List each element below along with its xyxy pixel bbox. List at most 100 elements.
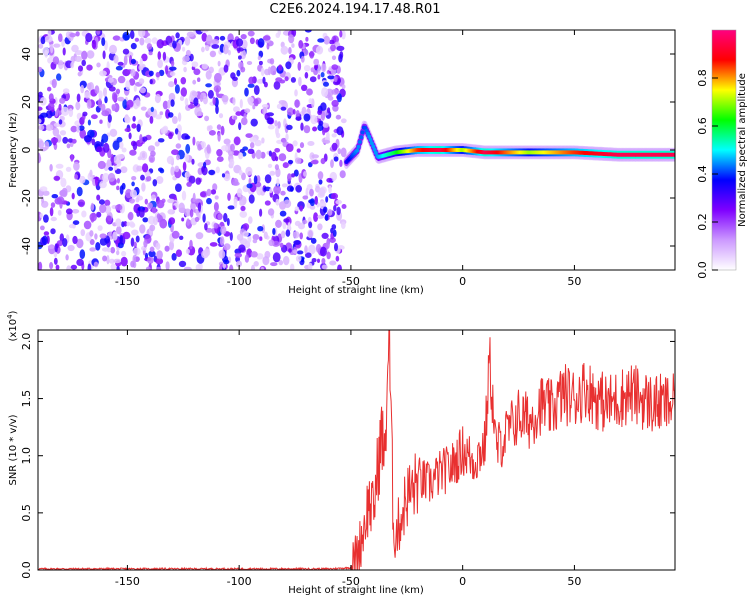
noise-cell <box>117 242 124 249</box>
noise-cell <box>177 130 182 141</box>
noise-cell <box>167 112 174 118</box>
noise-cell <box>54 97 58 106</box>
noise-cell <box>223 259 230 265</box>
noise-cell <box>266 43 270 50</box>
noise-cell <box>101 133 109 143</box>
noise-cell <box>304 72 309 79</box>
noise-cell <box>232 76 238 82</box>
noise-cell <box>154 93 161 104</box>
noise-cell <box>44 141 50 150</box>
noise-cell <box>61 187 68 198</box>
noise-cell <box>131 181 135 187</box>
noise-cell <box>269 58 275 65</box>
noise-cell <box>317 214 324 219</box>
noise-cell <box>67 138 74 143</box>
noise-cell <box>303 171 307 177</box>
ridge-core <box>365 131 370 136</box>
x-tick-label: -100 <box>227 275 252 288</box>
noise-cell <box>248 194 255 204</box>
heatmap-cells <box>38 30 675 270</box>
noise-cell <box>279 242 284 248</box>
noise-cell <box>266 117 274 125</box>
noise-cell <box>184 36 191 46</box>
noise-cell <box>248 177 252 185</box>
noise-cell <box>278 260 284 266</box>
noise-cell <box>246 61 253 65</box>
noise-cell <box>171 230 180 239</box>
noise-cell <box>227 205 235 210</box>
noise-cell <box>200 141 206 149</box>
noise-cell <box>58 59 64 70</box>
noise-cell <box>133 85 137 92</box>
y-tick-label: 0.0 <box>20 561 33 579</box>
noise-cell <box>87 119 91 126</box>
x-tick-label: 50 <box>567 575 581 588</box>
noise-cell <box>167 209 173 215</box>
noise-cell <box>260 266 265 270</box>
noise-cell <box>130 237 135 247</box>
noise-cell <box>81 210 87 218</box>
noise-cell <box>68 224 76 229</box>
noise-cell <box>84 91 91 99</box>
noise-cell <box>247 30 255 37</box>
noise-cell <box>122 99 128 109</box>
noise-cell <box>194 216 200 222</box>
x-tick-label: -150 <box>115 575 140 588</box>
noise-cell <box>253 175 258 185</box>
noise-cell <box>221 145 229 152</box>
noise-cell <box>116 136 123 143</box>
noise-cell <box>295 157 302 164</box>
noise-cell <box>76 238 84 249</box>
noise-cell <box>50 228 56 235</box>
noise-cell <box>275 167 281 178</box>
noise-cell <box>39 97 47 106</box>
noise-cell <box>305 187 309 198</box>
noise-cell <box>100 103 106 112</box>
noise-cell <box>333 75 338 83</box>
noise-cell <box>115 204 123 211</box>
noise-cell <box>201 250 209 259</box>
noise-cell <box>184 152 190 162</box>
noise-cell <box>314 195 319 205</box>
noise-cell <box>249 137 257 143</box>
noise-cell <box>110 246 116 254</box>
noise-cell <box>192 192 196 203</box>
noise-cell <box>317 64 321 74</box>
noise-cell <box>115 218 122 228</box>
noise-cell <box>131 176 137 181</box>
noise-cell <box>287 173 292 182</box>
noise-cell <box>95 176 99 187</box>
noise-cell <box>107 77 114 83</box>
noise-cell <box>259 236 263 241</box>
noise-cell <box>129 189 138 198</box>
noise-cell <box>60 177 67 188</box>
noise-cell <box>256 78 265 84</box>
noise-cell <box>271 151 277 162</box>
noise-cell <box>182 55 190 62</box>
noise-cell <box>268 239 275 247</box>
noise-cell <box>91 138 96 146</box>
noise-cell <box>229 158 235 167</box>
noise-cell <box>331 192 338 200</box>
noise-cell <box>306 88 313 96</box>
noise-cell <box>141 182 146 192</box>
ridge-core <box>369 141 374 146</box>
noise-cell <box>296 250 304 255</box>
noise-cell <box>293 240 301 245</box>
noise-cell <box>169 240 174 251</box>
noise-cell <box>270 262 278 267</box>
noise-cell <box>38 261 43 270</box>
noise-cell <box>183 266 192 270</box>
colorbar-tick-label: 0.6 <box>696 117 709 135</box>
noise-cell <box>197 162 205 168</box>
noise-cell <box>150 150 156 157</box>
noise-cell <box>309 204 316 210</box>
noise-cell <box>89 212 97 222</box>
noise-cell <box>80 229 86 237</box>
noise-cell <box>310 237 317 244</box>
noise-cell <box>326 131 330 140</box>
noise-cell <box>122 48 130 55</box>
noise-cell <box>86 99 92 109</box>
noise-cell <box>108 166 114 171</box>
noise-cell <box>41 235 48 246</box>
